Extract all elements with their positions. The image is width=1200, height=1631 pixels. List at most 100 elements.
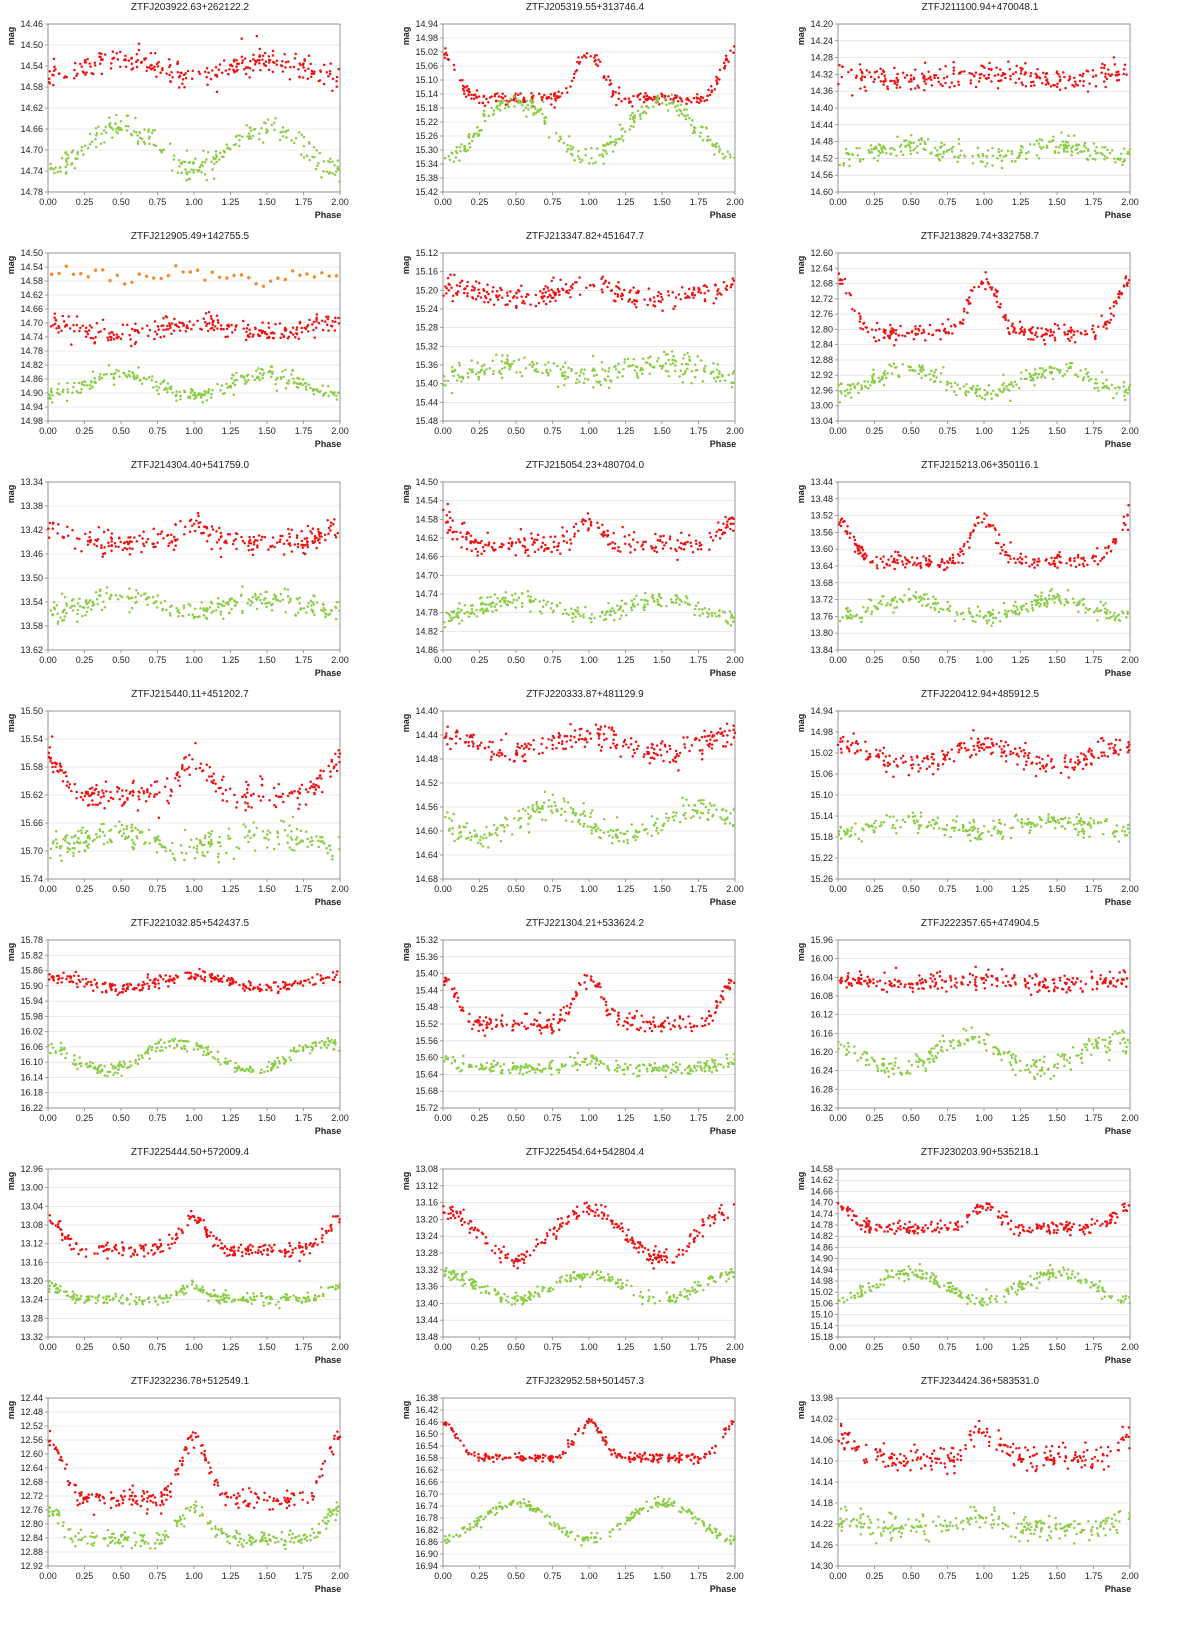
data-point-green [90, 140, 94, 144]
data-point-red [251, 57, 255, 61]
data-point-red [612, 299, 616, 302]
y-tick-label: 14.32 [810, 69, 833, 79]
data-point-red [674, 296, 678, 299]
data-point-green [592, 367, 595, 370]
data-point-red [482, 94, 486, 98]
data-point-red [1042, 71, 1045, 74]
data-point-green [458, 146, 461, 149]
data-point-green [210, 611, 213, 615]
data-point-green [665, 103, 668, 107]
data-point-green [544, 116, 548, 119]
data-point-green [443, 384, 447, 387]
data-point-orange [64, 264, 69, 268]
data-point-green [275, 389, 279, 392]
data-point-red [853, 309, 856, 312]
data-point-green [324, 615, 327, 619]
data-point-orange [101, 268, 105, 272]
data-point-orange [137, 272, 141, 276]
data-point-red [552, 545, 556, 549]
data-point-green [503, 361, 507, 365]
data-point-orange [159, 276, 163, 281]
data-point-green [916, 151, 919, 155]
data-point-green [677, 114, 681, 117]
data-point-red [127, 536, 130, 539]
data-point-red [1059, 555, 1062, 559]
data-point-red [974, 524, 977, 527]
data-point-red [486, 531, 489, 535]
data-point-red [456, 290, 460, 293]
data-point-red [920, 72, 924, 76]
data-point-green [67, 156, 70, 160]
data-point-green [975, 394, 979, 398]
data-point-red [106, 336, 109, 340]
data-point-red [460, 522, 464, 526]
data-point-green [119, 119, 123, 123]
data-point-red [706, 94, 709, 98]
data-point-red [856, 549, 860, 552]
data-point-red [951, 556, 955, 560]
data-point-red [306, 545, 310, 549]
data-point-green [621, 139, 625, 142]
data-point-red [267, 548, 270, 551]
data-point-red [922, 555, 925, 558]
data-point-red [950, 561, 954, 565]
data-point-green [858, 160, 862, 163]
data-point-green [576, 606, 579, 610]
x-tick-label: 1.75 [295, 426, 313, 436]
data-point-green [104, 125, 107, 129]
data-point-green [284, 368, 287, 372]
data-point-red [972, 529, 975, 532]
data-point-green [1075, 144, 1078, 147]
data-point-red [1094, 555, 1098, 558]
data-point-red [168, 541, 171, 545]
data-point-red [252, 53, 255, 56]
data-point-green [507, 105, 511, 109]
data-point-green [274, 597, 277, 600]
data-point-red [193, 529, 197, 533]
data-point-green [1057, 151, 1060, 154]
data-point-red [613, 542, 617, 545]
data-point-red [852, 535, 856, 539]
data-point-green [95, 598, 99, 601]
data-point-green [271, 370, 274, 374]
data-point-green [307, 602, 310, 605]
data-point-red [859, 326, 862, 330]
data-point-green [482, 109, 486, 112]
data-point-red [682, 542, 685, 546]
data-point-green [681, 373, 685, 376]
data-point-green [924, 374, 928, 377]
data-point-green [482, 608, 485, 611]
data-point-red [632, 531, 636, 534]
data-point-green [958, 387, 962, 390]
data-point-green [670, 350, 674, 353]
data-point-red [958, 72, 962, 75]
y-tick-label: 13.46 [20, 549, 43, 559]
y-tick-label: 15.24 [415, 304, 438, 314]
data-point-red [48, 69, 52, 73]
data-point-red [984, 287, 987, 291]
x-tick-label: 0.25 [76, 655, 94, 665]
data-point-red [1105, 552, 1109, 555]
data-point-orange [298, 273, 302, 277]
data-point-red [470, 549, 473, 553]
chart-title: ZTFJ211100.94+470048.1 [921, 2, 1039, 13]
data-point-green [49, 162, 52, 166]
data-point-green [176, 171, 180, 175]
y-tick-label: 14.70 [415, 570, 438, 580]
data-point-red [895, 86, 898, 90]
data-point-green [202, 607, 205, 610]
data-point-green [274, 382, 277, 386]
data-point-red [98, 62, 102, 66]
data-point-red [446, 502, 450, 506]
data-point-red [918, 324, 922, 328]
data-point-red [996, 289, 999, 293]
data-point-green [655, 360, 659, 363]
data-point-red [224, 335, 227, 339]
data-point-green [1122, 147, 1126, 150]
lightcurve-plot: 13.4413.4813.5213.5613.6013.6413.6813.72… [796, 477, 1139, 678]
data-point-red [1037, 557, 1040, 561]
data-point-green [454, 615, 458, 618]
data-point-red [1127, 504, 1130, 507]
data-point-green [684, 117, 688, 121]
data-point-red [318, 531, 322, 535]
